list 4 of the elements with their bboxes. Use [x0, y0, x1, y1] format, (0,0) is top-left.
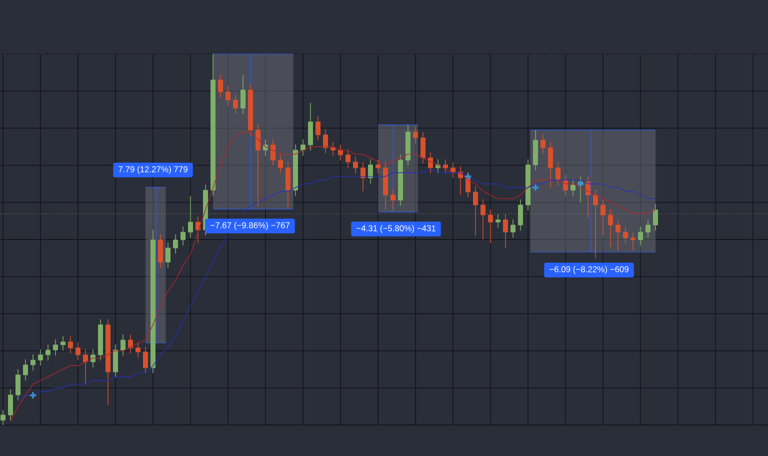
annotation: 7.79 (12.27%) 779	[118, 166, 188, 174]
annotation: −7.67 (−9.86%) −767	[210, 222, 290, 230]
annotation: −6.09 (−8.22%) −609	[550, 266, 628, 274]
annotation: −4.31 (−5.80%) −431	[356, 225, 436, 233]
